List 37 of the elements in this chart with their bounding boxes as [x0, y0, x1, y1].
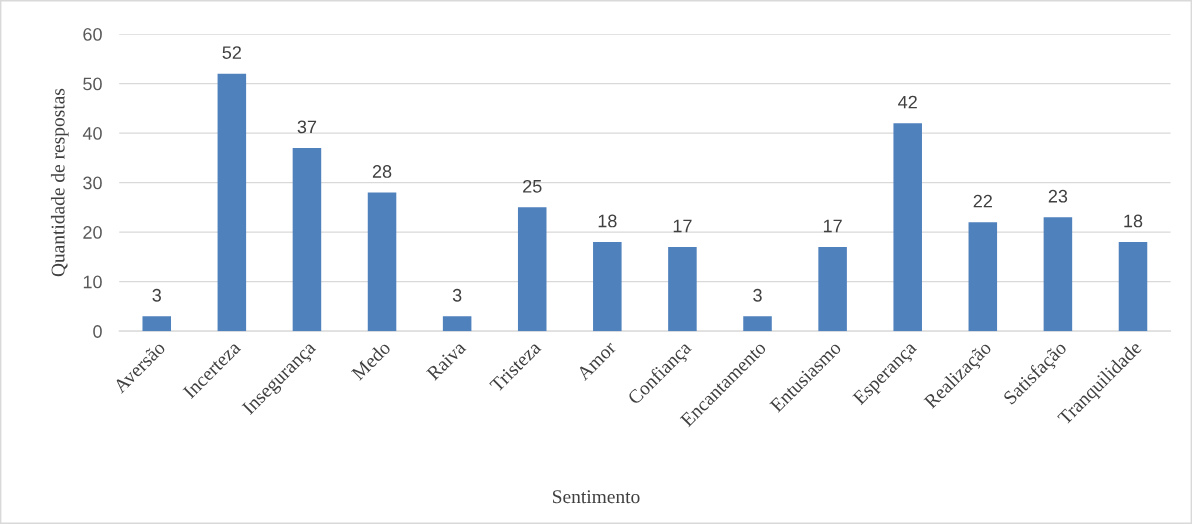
y-tick-label: 20	[83, 226, 102, 239]
data-label: 52	[222, 46, 241, 59]
bar	[818, 246, 847, 332]
data-label: 3	[452, 288, 462, 302]
data-label: 18	[1124, 214, 1143, 228]
y-tick-label: 60	[83, 27, 102, 41]
data-label: 22	[973, 194, 992, 208]
bar	[292, 147, 322, 332]
bar	[1043, 217, 1073, 332]
y-tick-label: 30	[83, 176, 102, 190]
data-label: 23	[1048, 189, 1068, 203]
bar	[668, 246, 697, 332]
data-label: 28	[372, 165, 392, 178]
bar	[517, 207, 547, 332]
data-label: 17	[673, 219, 692, 233]
data-label: 42	[898, 95, 917, 109]
bar	[1118, 242, 1148, 332]
data-label: 25	[523, 179, 542, 193]
bar	[142, 316, 172, 332]
bar	[367, 192, 397, 332]
bar	[968, 222, 998, 332]
data-label: 37	[297, 120, 317, 134]
bar	[442, 316, 472, 332]
y-axis-title: Quantidade de respostas	[50, 88, 69, 277]
y-tick-label: 10	[83, 275, 102, 289]
y-tick-label: 50	[83, 77, 102, 91]
data-label: 17	[823, 219, 842, 233]
data-label: 18	[598, 214, 617, 228]
bar	[217, 73, 247, 332]
y-tick-label: 40	[82, 127, 102, 140]
bar	[593, 242, 622, 332]
y-tick-label: 0	[93, 325, 102, 338]
x-axis-title: Sentimento	[553, 490, 640, 504]
bar	[893, 123, 922, 332]
data-label: 3	[753, 288, 762, 302]
bar	[743, 316, 772, 332]
data-label: 3	[152, 288, 161, 302]
